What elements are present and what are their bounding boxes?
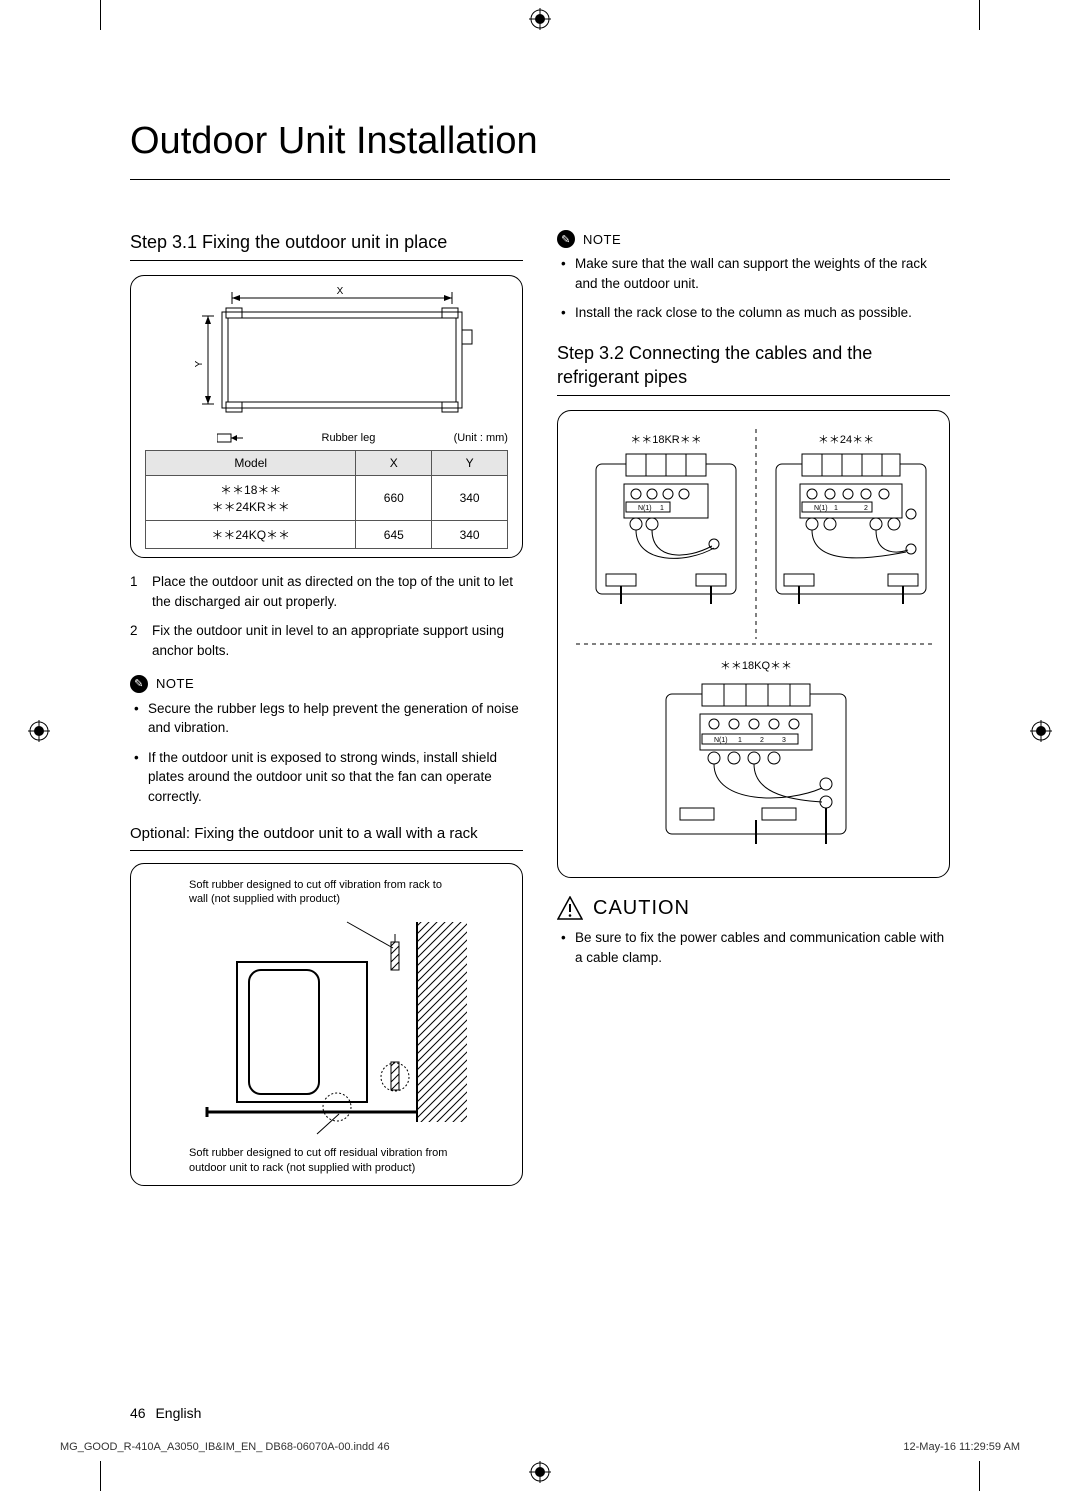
svg-text:2: 2: [864, 505, 868, 512]
th-x: X: [356, 451, 432, 476]
svg-text:1: 1: [834, 505, 838, 512]
svg-text:N(1): N(1): [638, 505, 652, 512]
caution-list: Be sure to fix the power cables and comm…: [557, 928, 950, 967]
page-number: 46: [130, 1405, 146, 1421]
wiring-label-b: ＊＊24＊＊: [818, 434, 874, 446]
svg-text:1: 1: [738, 737, 742, 744]
caution-label: CAUTION: [593, 897, 690, 920]
note-icon: ✎: [130, 675, 148, 693]
registration-mark-icon: [529, 8, 551, 30]
step-3-1-heading: Step 3.1 Fixing the outdoor unit in plac…: [130, 230, 523, 261]
wiring-label-c: ＊＊18KQ＊＊: [720, 660, 792, 672]
wall-rack-diagram: [167, 912, 487, 1142]
list-item: Secure the rubber legs to help prevent t…: [130, 699, 523, 738]
note-list: Secure the rubber legs to help prevent t…: [130, 699, 523, 807]
list-item: Install the rack close to the column as …: [557, 303, 950, 323]
list-item: If the outdoor unit is exposed to strong…: [130, 748, 523, 807]
right-column: ✎ NOTE Make sure that the wall can suppo…: [557, 230, 950, 1200]
crop-mark: [100, 1461, 101, 1491]
dimension-table: Model X Y ＊＊18＊＊ ＊＊24KR＊＊ 660 340 ＊＊24KQ…: [145, 450, 508, 549]
page-content: Outdoor Unit Installation Step 3.1 Fixin…: [130, 120, 950, 1391]
registration-mark-icon: [28, 720, 50, 742]
svg-text:2: 2: [760, 737, 764, 744]
wiring-label-a: ＊＊18KR＊＊: [630, 434, 702, 446]
wiring-diagram: ＊＊18KR＊＊ ＊＊24＊＊ ＊＊18KQ＊＊ N(1) 1: [576, 429, 936, 859]
unit-label: (Unit : mm): [454, 432, 508, 444]
note-icon: ✎: [557, 230, 575, 248]
list-item: Fix the outdoor unit in level to an appr…: [130, 621, 523, 660]
rubber-leg-icon: [217, 432, 243, 444]
note-label: NOTE: [156, 676, 194, 691]
page-title: Outdoor Unit Installation: [130, 120, 950, 180]
registration-mark-icon: [1030, 720, 1052, 742]
note-heading: ✎ NOTE: [557, 230, 950, 248]
optional-heading: Optional: Fixing the outdoor unit to a w…: [130, 824, 523, 850]
caution-icon: [557, 896, 583, 920]
note-list: Make sure that the wall can support the …: [557, 254, 950, 323]
y-label: Y: [194, 361, 205, 368]
crop-mark: [100, 0, 101, 30]
footer-file: MG_GOOD_R-410A_A3050_IB&IM_EN_ DB68-0607…: [60, 1441, 390, 1453]
registration-mark-icon: [529, 1461, 551, 1483]
th-y: Y: [432, 451, 508, 476]
crop-mark: [979, 0, 980, 30]
wiring-figure-box: ＊＊18KR＊＊ ＊＊24＊＊ ＊＊18KQ＊＊ N(1) 1: [557, 410, 950, 878]
crop-mark: [979, 1461, 980, 1491]
note-label: NOTE: [583, 232, 621, 247]
dimension-figure-box: X Y: [130, 275, 523, 558]
outdoor-unit-top-diagram: X Y: [162, 286, 492, 426]
list-item: Place the outdoor unit as directed on th…: [130, 572, 523, 611]
svg-text:N(1): N(1): [814, 505, 828, 512]
page-footer: 46 English: [130, 1405, 950, 1421]
wall-rack-figure-box: Soft rubber designed to cut off vibratio…: [130, 863, 523, 1186]
rubber-leg-label: Rubber leg: [322, 432, 376, 444]
install-steps: Place the outdoor unit as directed on th…: [130, 572, 523, 660]
svg-text:1: 1: [660, 505, 664, 512]
x-label: X: [336, 286, 343, 297]
step-3-2-heading: Step 3.2 Connecting the cables and the r…: [557, 341, 950, 397]
svg-text:3: 3: [782, 737, 786, 744]
table-row: ＊＊24KQ＊＊ 645 340: [146, 521, 508, 549]
note-heading: ✎ NOTE: [130, 675, 523, 693]
rack-caption-bottom: Soft rubber designed to cut off residual…: [189, 1146, 479, 1175]
list-item: Make sure that the wall can support the …: [557, 254, 950, 293]
left-column: Step 3.1 Fixing the outdoor unit in plac…: [130, 230, 523, 1200]
list-item: Be sure to fix the power cables and comm…: [557, 928, 950, 967]
footer-language: English: [155, 1405, 201, 1421]
print-footer: MG_GOOD_R-410A_A3050_IB&IM_EN_ DB68-0607…: [60, 1441, 1020, 1453]
th-model: Model: [146, 451, 356, 476]
table-row: ＊＊18＊＊ ＊＊24KR＊＊ 660 340: [146, 476, 508, 521]
footer-timestamp: 12-May-16 11:29:59 AM: [903, 1441, 1020, 1453]
caution-heading: CAUTION: [557, 896, 950, 920]
svg-text:N(1): N(1): [714, 737, 728, 744]
rack-caption-top: Soft rubber designed to cut off vibratio…: [189, 878, 449, 907]
